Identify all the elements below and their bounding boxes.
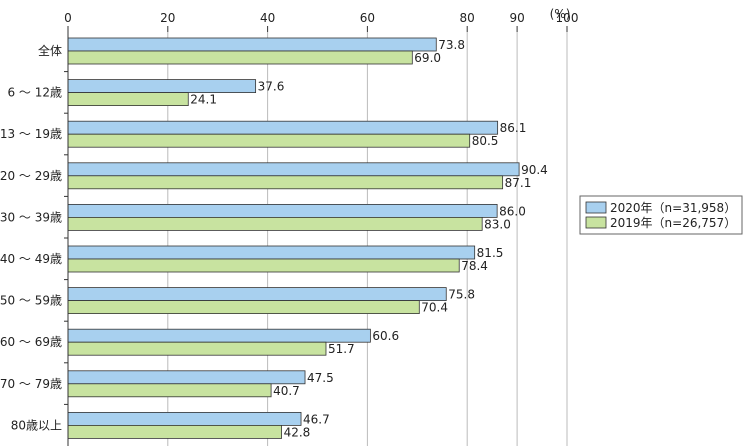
data-label-2020: 47.5	[307, 371, 334, 385]
data-label-2019: 80.5	[472, 134, 499, 148]
data-label-2019: 83.0	[484, 217, 511, 231]
legend-entry-2019: 2019年（n=26,757）	[610, 216, 736, 230]
bar-2020	[67, 370, 306, 385]
data-label-2020: 81.5	[477, 246, 504, 260]
data-label-2020: 46.7	[303, 412, 330, 426]
bar-2020	[67, 287, 447, 302]
bar-2020	[67, 79, 257, 93]
legend: 2020年（n=31,958）2019年（n=26,757）	[579, 195, 743, 235]
category-label: 50 ～ 59歳	[0, 294, 62, 308]
bar-2019	[67, 341, 327, 356]
x-tick-label: 90	[509, 11, 524, 25]
bar-2019	[67, 50, 413, 65]
legend-entry-2020: 2020年（n=31,958）	[610, 201, 736, 215]
x-tick-label: 80	[460, 11, 475, 25]
data-label-2020: 86.1	[500, 121, 527, 135]
data-label-2019: 69.0	[414, 51, 441, 65]
data-labels: 73.869.0 37.6 24.1 86.180.5 90.487.1 86.083.0…	[190, 38, 548, 439]
category-label: 6 ～ 12歳	[7, 86, 62, 100]
bar-2020	[67, 245, 476, 260]
category-label: 13 ～ 19歳	[0, 127, 62, 141]
category-label: 30 ～ 39歳	[0, 210, 62, 224]
category-label: 全体	[38, 43, 62, 58]
unit-label: (%)	[550, 7, 571, 21]
data-label-2020: 90.4	[521, 163, 548, 177]
legend-swatch-2019	[585, 216, 607, 229]
category-label: 40 ～ 49歳	[0, 252, 62, 266]
data-label-2019: 24.1	[190, 93, 217, 107]
bar-2020	[67, 411, 302, 426]
category-label: 60 ～ 69歳	[0, 335, 62, 349]
x-tick-label: 40	[260, 11, 275, 25]
data-label-2020: 75.8	[448, 288, 475, 302]
category-label: 20 ～ 29歳	[0, 169, 62, 183]
data-label-2020: 86.0	[499, 204, 526, 218]
legend-box	[579, 195, 743, 235]
bar-2020	[67, 120, 499, 135]
category-labels: 全体 6 ～ 12歳 13 ～ 19歳 20 ～ 29歳 30 ～ 39歳 40 ～ 49…	[0, 43, 68, 432]
bar-2020	[67, 328, 371, 343]
category-label: 80歳以上	[11, 418, 62, 432]
data-label-2020: 73.8	[438, 38, 465, 52]
data-label-2020: 37.6	[258, 80, 285, 94]
x-tick-label: 100	[556, 11, 579, 25]
bar-2020	[67, 203, 498, 218]
bar-2019	[67, 424, 282, 439]
legend-swatch-2020	[585, 201, 607, 214]
bars	[67, 37, 520, 439]
x-tick-label: 20	[160, 11, 175, 25]
data-label-2019: 78.4	[461, 259, 488, 273]
bar-2019	[67, 216, 483, 231]
bar-2019	[67, 92, 189, 106]
x-tick-label: 60	[360, 11, 375, 25]
bar-2019	[67, 383, 272, 398]
bar-2019	[67, 175, 504, 190]
data-label-2020: 60.6	[372, 329, 399, 343]
bar-2019	[67, 258, 460, 273]
category-label: 70 ～ 79歳	[0, 377, 62, 391]
bar-2019	[67, 300, 420, 315]
bar-2019	[67, 133, 471, 148]
bar-2020	[67, 37, 437, 52]
data-label-2019: 87.1	[505, 176, 532, 190]
x-tick-label: 0	[64, 11, 72, 25]
x-axis-ticks: 0 20 40 60 80 90 100	[64, 11, 578, 32]
bar-2020	[67, 162, 520, 177]
data-label-2019: 40.7	[273, 384, 300, 398]
data-label-2019: 70.4	[421, 301, 448, 315]
data-label-2019: 42.8	[284, 425, 311, 439]
data-label-2019: 51.7	[328, 342, 355, 356]
